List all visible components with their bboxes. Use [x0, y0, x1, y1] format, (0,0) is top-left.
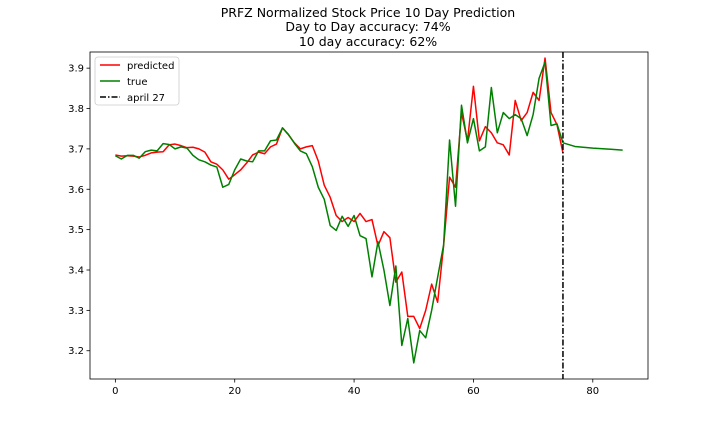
y-tick-label: 3.4	[68, 266, 84, 277]
series-line-predicted-0	[115, 57, 564, 330]
series-line-true-1	[115, 61, 564, 364]
axes-frame	[89, 51, 649, 380]
x-tick-label: 60	[467, 386, 480, 397]
title-line-3: 10 day accuracy: 62%	[299, 34, 437, 49]
x-tick-label: 80	[586, 386, 599, 397]
y-tick-label: 3.3	[68, 306, 84, 317]
legend-label-april-27: april 27	[127, 93, 165, 104]
chart-title: PRFZ Normalized Stock Price 10 Day Predi…	[221, 5, 515, 49]
title-line-2: Day to Day accuracy: 74%	[285, 19, 450, 34]
plot-area	[115, 52, 623, 379]
legend: predicted true april 27	[94, 56, 180, 106]
y-tick-label: 3.6	[68, 185, 84, 196]
axes: 0 20 40 60 80 3.2 3.3 3.4 3.5 3.6 3.7 3.8 3.9	[68, 64, 599, 397]
y-tick-label: 3.8	[68, 104, 84, 115]
y-tick-label: 3.7	[68, 144, 84, 155]
y-tick-label: 3.9	[68, 64, 84, 75]
legend-box	[94, 56, 180, 106]
x-tick-label: 40	[348, 386, 361, 397]
legend-label-true: true	[127, 77, 148, 88]
title-line-1: PRFZ Normalized Stock Price 10 Day Predi…	[221, 5, 515, 20]
x-tick-label: 20	[228, 386, 241, 397]
legend-label-predicted: predicted	[127, 61, 174, 72]
series-line-continuation-2	[562, 142, 623, 151]
x-tick-label: 0	[112, 386, 118, 397]
y-tick-label: 3.2	[68, 346, 84, 357]
y-tick-label: 3.5	[68, 225, 84, 236]
